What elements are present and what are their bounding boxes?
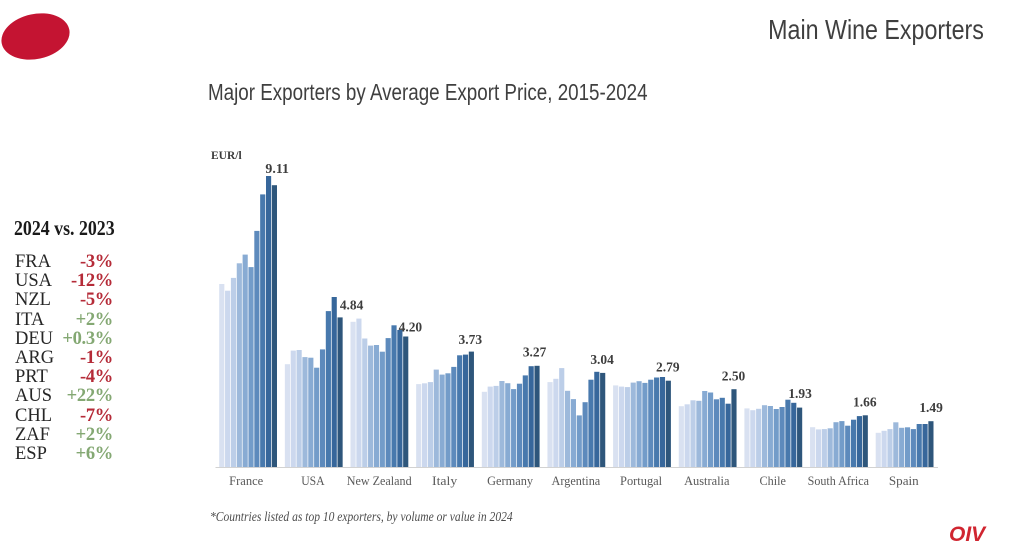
svg-text:Argentina: Argentina: [552, 474, 601, 488]
svg-text:2.79: 2.79: [656, 360, 680, 375]
svg-text:4.84: 4.84: [340, 297, 364, 312]
svg-text:3.27: 3.27: [523, 345, 547, 360]
svg-text:9.11: 9.11: [265, 161, 289, 176]
svg-text:Germany: Germany: [487, 474, 533, 488]
svg-text:Spain: Spain: [889, 474, 919, 488]
svg-text:Chile: Chile: [760, 474, 787, 488]
svg-text:1.49: 1.49: [919, 400, 943, 415]
svg-text:Portugal: Portugal: [620, 474, 663, 488]
svg-text:Australia: Australia: [684, 474, 730, 488]
svg-text:EUR/l: EUR/l: [211, 150, 242, 162]
svg-text:3.04: 3.04: [590, 352, 614, 367]
svg-text:4.20: 4.20: [399, 319, 423, 334]
svg-text:3.73: 3.73: [459, 332, 483, 347]
svg-text:South Africa: South Africa: [808, 474, 870, 488]
svg-text:USA: USA: [301, 474, 325, 488]
svg-text:2.50: 2.50: [722, 368, 746, 383]
svg-text:Italy: Italy: [432, 474, 458, 488]
svg-text:France: France: [229, 474, 263, 488]
svg-text:1.66: 1.66: [853, 395, 877, 410]
svg-text:New Zealand: New Zealand: [347, 474, 412, 488]
svg-text:1.93: 1.93: [788, 386, 812, 401]
